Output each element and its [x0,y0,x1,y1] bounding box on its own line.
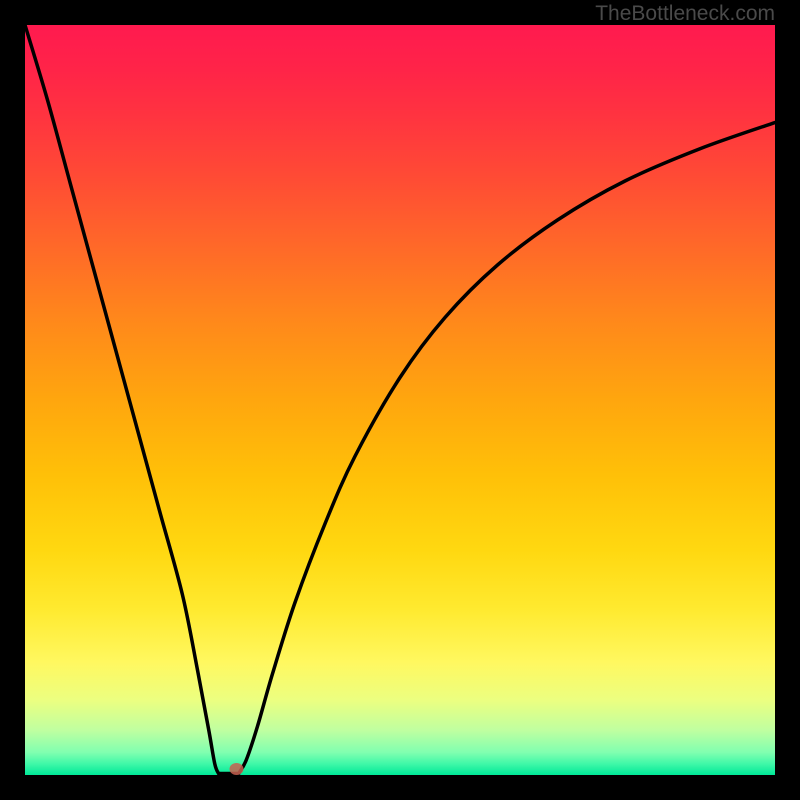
watermark-text: TheBottleneck.com [595,2,775,26]
bottleneck-curve-path [25,25,775,774]
minimum-marker [230,763,244,775]
chart-curve [25,25,775,775]
plot-area [25,25,775,775]
